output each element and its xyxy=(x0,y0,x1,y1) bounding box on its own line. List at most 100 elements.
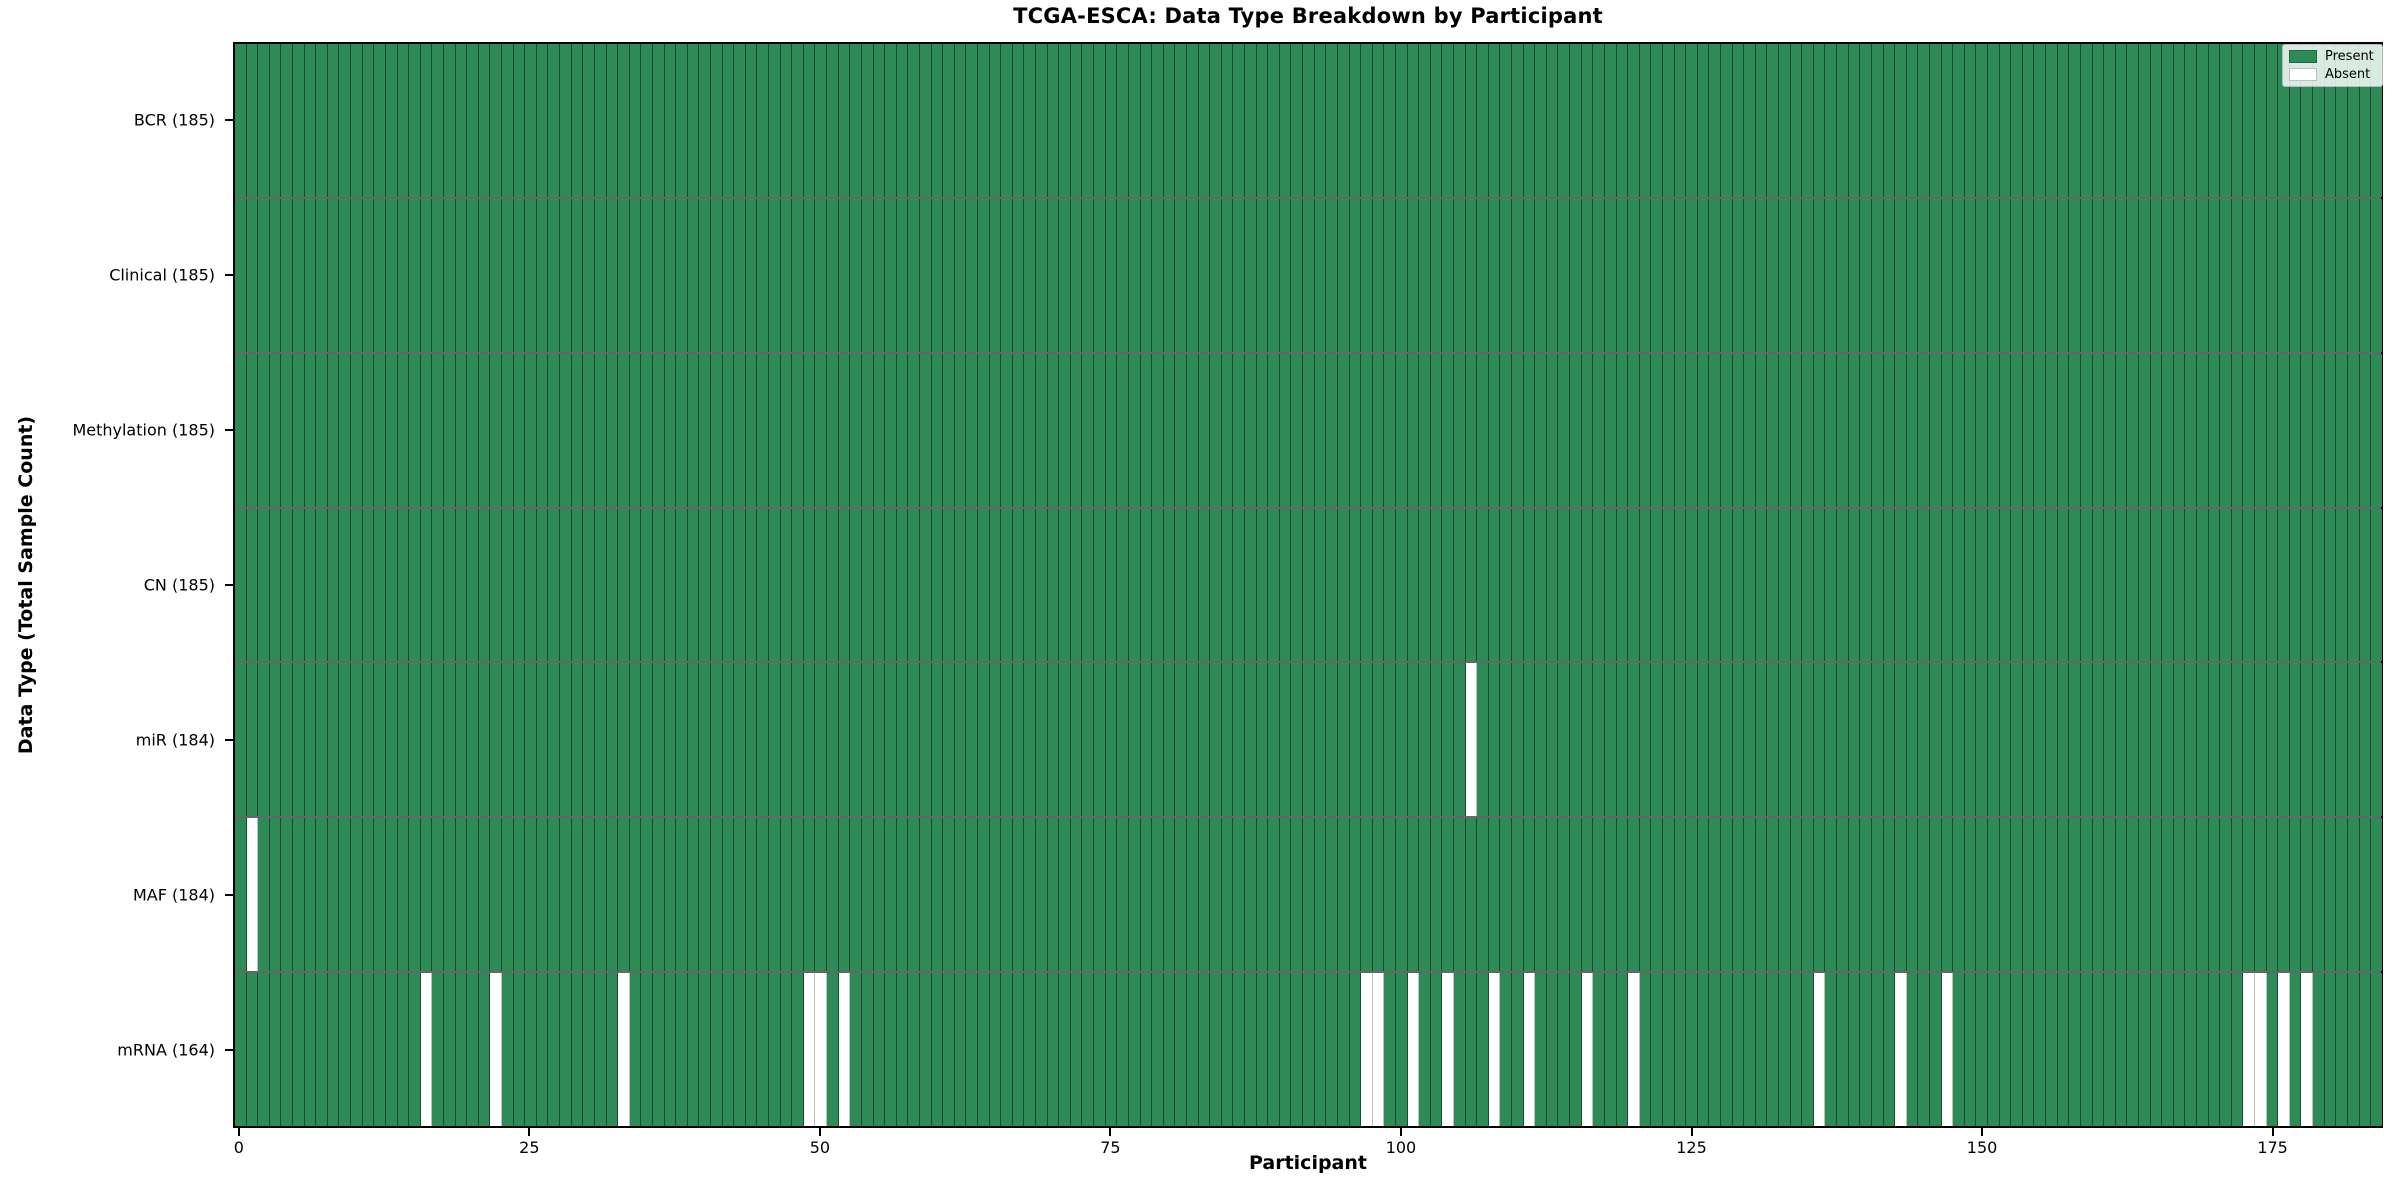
heatmap-cell xyxy=(2022,198,2035,352)
heatmap-cell xyxy=(1535,198,1547,352)
heatmap-cell xyxy=(722,508,735,662)
heatmap-cell xyxy=(1790,818,1803,972)
heatmap-cell xyxy=(1616,818,1629,972)
heatmap-cell xyxy=(769,353,781,507)
heatmap-cell xyxy=(2301,44,2314,197)
heatmap-cell xyxy=(1175,663,1187,817)
heatmap-cell xyxy=(258,508,270,662)
heatmap-cell xyxy=(1860,818,1872,972)
heatmap-cell xyxy=(1036,663,1048,817)
heatmap-cell xyxy=(1848,198,1861,352)
heatmap-cell xyxy=(1964,508,1977,662)
heatmap-cell xyxy=(536,663,549,817)
heatmap-cell xyxy=(2324,663,2337,817)
heatmap-cell xyxy=(1012,353,1025,507)
x-tick-label-75: 75 xyxy=(1100,1138,1121,1157)
heatmap-cell xyxy=(989,44,1002,197)
heatmap-cell xyxy=(1709,44,1721,197)
heatmap-cell xyxy=(1535,44,1547,197)
heatmap-cell xyxy=(989,973,1002,1127)
heatmap-cell xyxy=(664,818,677,972)
heatmap-cell xyxy=(2115,508,2128,662)
heatmap-cell xyxy=(954,973,967,1127)
heatmap-cell xyxy=(1999,663,2012,817)
heatmap-cell xyxy=(2046,353,2058,507)
heatmap-cell xyxy=(1546,198,1559,352)
heatmap-cell xyxy=(1779,663,1791,817)
heatmap-cell xyxy=(1604,44,1617,197)
heatmap-cell xyxy=(757,44,770,197)
heatmap-cell xyxy=(455,44,468,197)
heatmap-cell xyxy=(2336,198,2348,352)
heatmap-cell xyxy=(269,198,282,352)
heatmap-cell xyxy=(2371,353,2382,507)
heatmap-cell xyxy=(1558,663,1571,817)
heatmap-cell xyxy=(339,973,352,1127)
heatmap-cell xyxy=(420,44,433,197)
heatmap-cell xyxy=(745,353,758,507)
heatmap-cell xyxy=(1674,818,1687,972)
heatmap-cell xyxy=(397,44,410,197)
heatmap-cell xyxy=(676,973,688,1127)
heatmap-cell xyxy=(2208,44,2221,197)
heatmap-cell xyxy=(2243,508,2256,662)
heatmap-cell xyxy=(1210,508,1222,662)
heatmap-cell xyxy=(2080,44,2093,197)
heatmap-cell xyxy=(606,353,619,507)
heatmap-cell xyxy=(966,44,978,197)
heatmap-cell xyxy=(513,508,526,662)
heatmap-cell xyxy=(1279,508,1292,662)
heatmap-cell xyxy=(2255,508,2267,662)
heatmap-cell xyxy=(1802,818,1814,972)
heatmap-row-cn xyxy=(235,506,2382,662)
heatmap-cell xyxy=(2208,353,2221,507)
heatmap-cell xyxy=(1546,973,1559,1127)
heatmap-cell xyxy=(989,663,1002,817)
heatmap-cell xyxy=(1732,353,1745,507)
heatmap-cell xyxy=(1546,44,1559,197)
heatmap-cell xyxy=(1558,973,1571,1127)
y-tick-label-clinical: Clinical (185) xyxy=(109,265,215,285)
heatmap-cell xyxy=(1036,44,1048,197)
heatmap-cell xyxy=(652,198,665,352)
heatmap-cell xyxy=(641,198,653,352)
heatmap-cell xyxy=(1198,663,1211,817)
heatmap-cell xyxy=(1686,663,1698,817)
heatmap-cell xyxy=(850,818,862,972)
heatmap-cell xyxy=(2022,663,2035,817)
heatmap-cell xyxy=(1349,663,1362,817)
heatmap-cell xyxy=(734,663,746,817)
heatmap-cell xyxy=(2313,508,2325,662)
heatmap-cell xyxy=(467,353,479,507)
heatmap-cell xyxy=(2069,663,2081,817)
heatmap-cell xyxy=(606,508,619,662)
heatmap-cell xyxy=(594,973,607,1127)
heatmap-cell xyxy=(896,198,909,352)
heatmap-cell xyxy=(2022,44,2035,197)
heatmap-cell xyxy=(1860,663,1872,817)
heatmap-cell xyxy=(1628,353,1640,507)
heatmap-cell xyxy=(1616,353,1629,507)
heatmap-cell xyxy=(2104,198,2116,352)
heatmap-cell xyxy=(2301,353,2314,507)
heatmap-cell xyxy=(1314,973,1327,1127)
heatmap-cell xyxy=(1186,818,1199,972)
heatmap-cell xyxy=(1047,663,1060,817)
heatmap-cell xyxy=(1570,198,1582,352)
heatmap-cell xyxy=(2173,818,2186,972)
heatmap-cell xyxy=(2173,44,2186,197)
heatmap-cell xyxy=(246,508,259,662)
heatmap-cell xyxy=(432,663,444,817)
y-tick-mark xyxy=(225,118,233,121)
heatmap-cell xyxy=(2313,353,2325,507)
heatmap-cell xyxy=(1372,818,1385,972)
heatmap-cell xyxy=(327,663,340,817)
heatmap-cell xyxy=(351,44,363,197)
heatmap-cell xyxy=(2092,973,2105,1127)
heatmap-cell xyxy=(1988,818,2000,972)
heatmap-cell xyxy=(1453,663,1466,817)
legend-label: Present xyxy=(2325,49,2374,64)
heatmap-cell xyxy=(2313,818,2325,972)
heatmap-cell xyxy=(769,198,781,352)
heatmap-cell xyxy=(351,663,363,817)
